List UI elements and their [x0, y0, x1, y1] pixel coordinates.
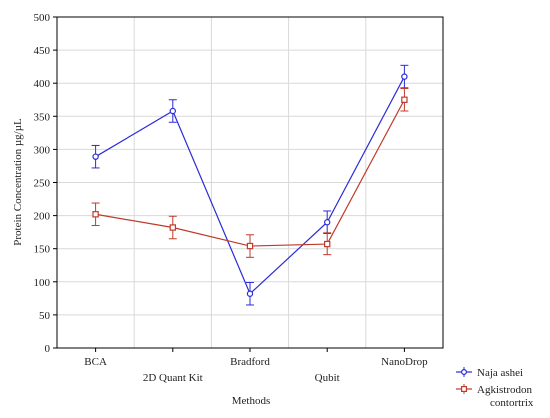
legend-label: contortrix [490, 397, 534, 409]
data-point [92, 153, 99, 160]
x-axis: BCA 2D Quant Kit Bradford Qubit NanoDrop [84, 348, 428, 384]
data-point [324, 240, 331, 248]
y-tick-label: 400 [34, 78, 51, 90]
x-tick-label: 2D Quant Kit [143, 372, 203, 384]
data-point [169, 224, 176, 231]
legend-label: Naja ashei [477, 367, 523, 379]
y-tick-label: 100 [34, 277, 51, 289]
x-tick-label: BCA [84, 356, 107, 368]
legend-marker [461, 386, 468, 393]
y-tick-label: 200 [34, 211, 51, 223]
data-point [401, 73, 408, 80]
y-tick-label: 500 [34, 12, 51, 24]
y-tick-label: 0 [45, 343, 51, 355]
legend-marker [461, 369, 468, 376]
data-point [324, 219, 331, 226]
data-point [169, 107, 176, 115]
y-tick-label: 50 [39, 310, 51, 322]
y-tick-label: 150 [34, 244, 51, 256]
y-tick-label: 300 [34, 144, 51, 156]
y-tick-label: 450 [34, 45, 51, 57]
series-agkistrodon-contortrix [91, 87, 409, 258]
series-naja-ashei [91, 64, 409, 306]
series-line [95, 99, 405, 247]
data-point [92, 211, 99, 218]
y-tick-label: 250 [34, 178, 51, 190]
x-tick-label: Bradford [230, 356, 270, 368]
x-axis-title: Methods [232, 395, 271, 407]
y-axis: 0 50 100 150 200 250 300 350 400 450 500 [34, 12, 57, 355]
y-tick-label: 350 [34, 111, 51, 123]
x-tick-label: NanoDrop [381, 356, 428, 368]
data-point [246, 290, 254, 297]
data-point [246, 242, 254, 250]
legend-label: Agkistrodon [477, 384, 533, 396]
x-tick-label: Qubit [315, 372, 340, 384]
series-layer [91, 64, 409, 306]
data-point [401, 96, 408, 103]
y-axis-title: Protein Concentration µg/µL [12, 118, 24, 246]
